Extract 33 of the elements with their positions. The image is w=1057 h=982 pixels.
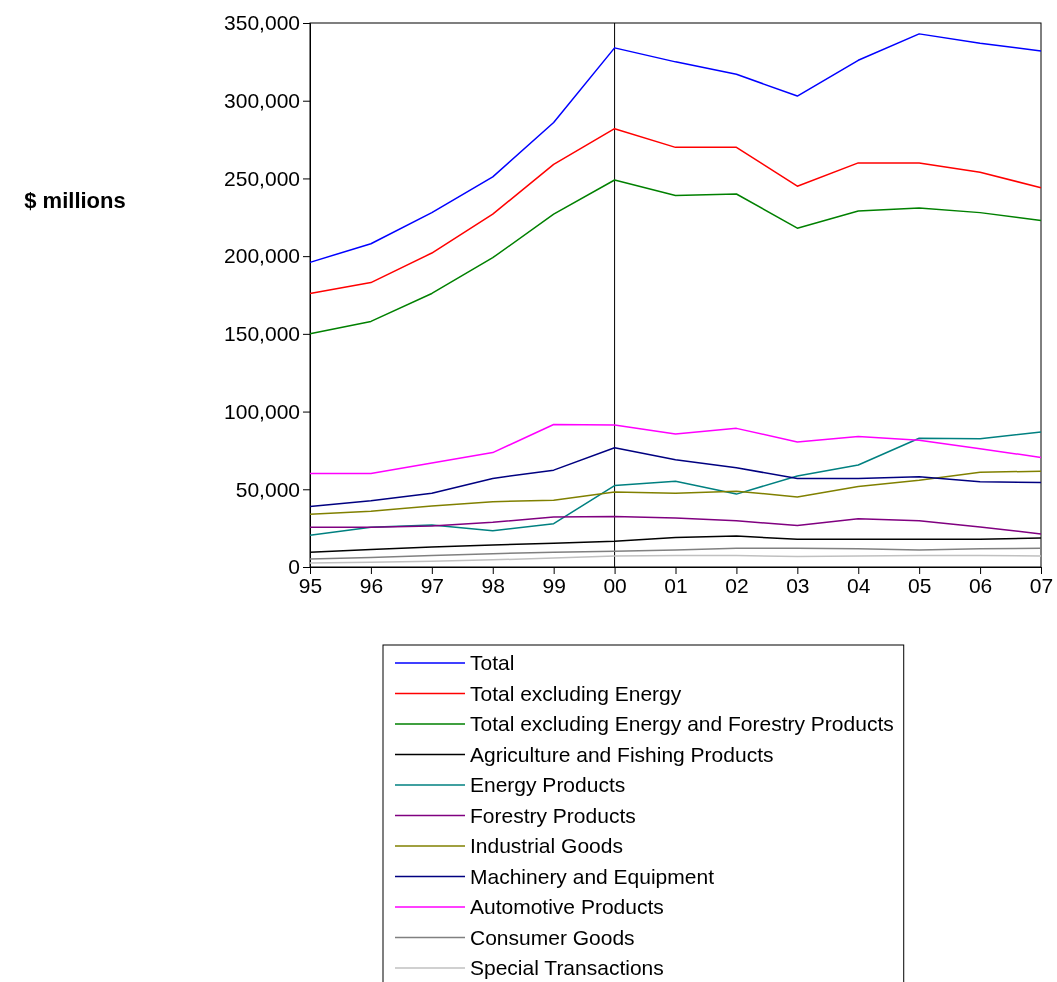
y-axis-title: $ millions: [24, 188, 126, 213]
x-tick-label: 00: [603, 573, 627, 597]
y-tick-label: 50,000: [235, 477, 300, 501]
x-tick-label: 98: [481, 573, 505, 597]
x-tick-label: 07: [1029, 573, 1054, 597]
legend-label: Agriculture and Fishing Products: [470, 742, 774, 766]
legend-label: Total excluding Energy and Forestry Products: [470, 712, 894, 735]
x-tick-label: 97: [420, 573, 445, 597]
y-tick-label: 0: [288, 555, 300, 579]
x-tick-label: 06: [968, 573, 993, 597]
y-tick-label: 250,000: [224, 166, 300, 190]
x-tick-label: 99: [542, 573, 566, 597]
legend-label: Consumer Goods: [470, 925, 635, 949]
x-tick-label: 96: [359, 573, 384, 597]
y-tick-label: 350,000: [224, 11, 300, 35]
x-tick-label: 05: [907, 573, 932, 597]
y-tick-label: 150,000: [224, 322, 300, 346]
legend-label: Machinery and Equipment: [470, 864, 715, 888]
x-tick-label: 02: [725, 573, 749, 597]
legend-label: Automotive Products: [470, 895, 664, 918]
x-tick-label: 95: [298, 573, 323, 597]
legend-label: Energy Products: [470, 773, 626, 796]
x-tick-label: 01: [664, 573, 688, 597]
y-tick-label: 200,000: [224, 244, 300, 268]
x-tick-label: 03: [786, 573, 810, 597]
legend-label: Total excluding Energy: [470, 681, 682, 705]
legend-label: Total: [470, 651, 515, 674]
x-tick-label: 04: [847, 573, 871, 597]
legend-label: Special Transactions: [470, 956, 664, 979]
legend-label: Forestry Products: [470, 803, 636, 827]
y-tick-label: 100,000: [224, 399, 300, 423]
legend-label: Industrial Goods: [470, 834, 623, 857]
y-tick-label: 300,000: [224, 88, 300, 112]
